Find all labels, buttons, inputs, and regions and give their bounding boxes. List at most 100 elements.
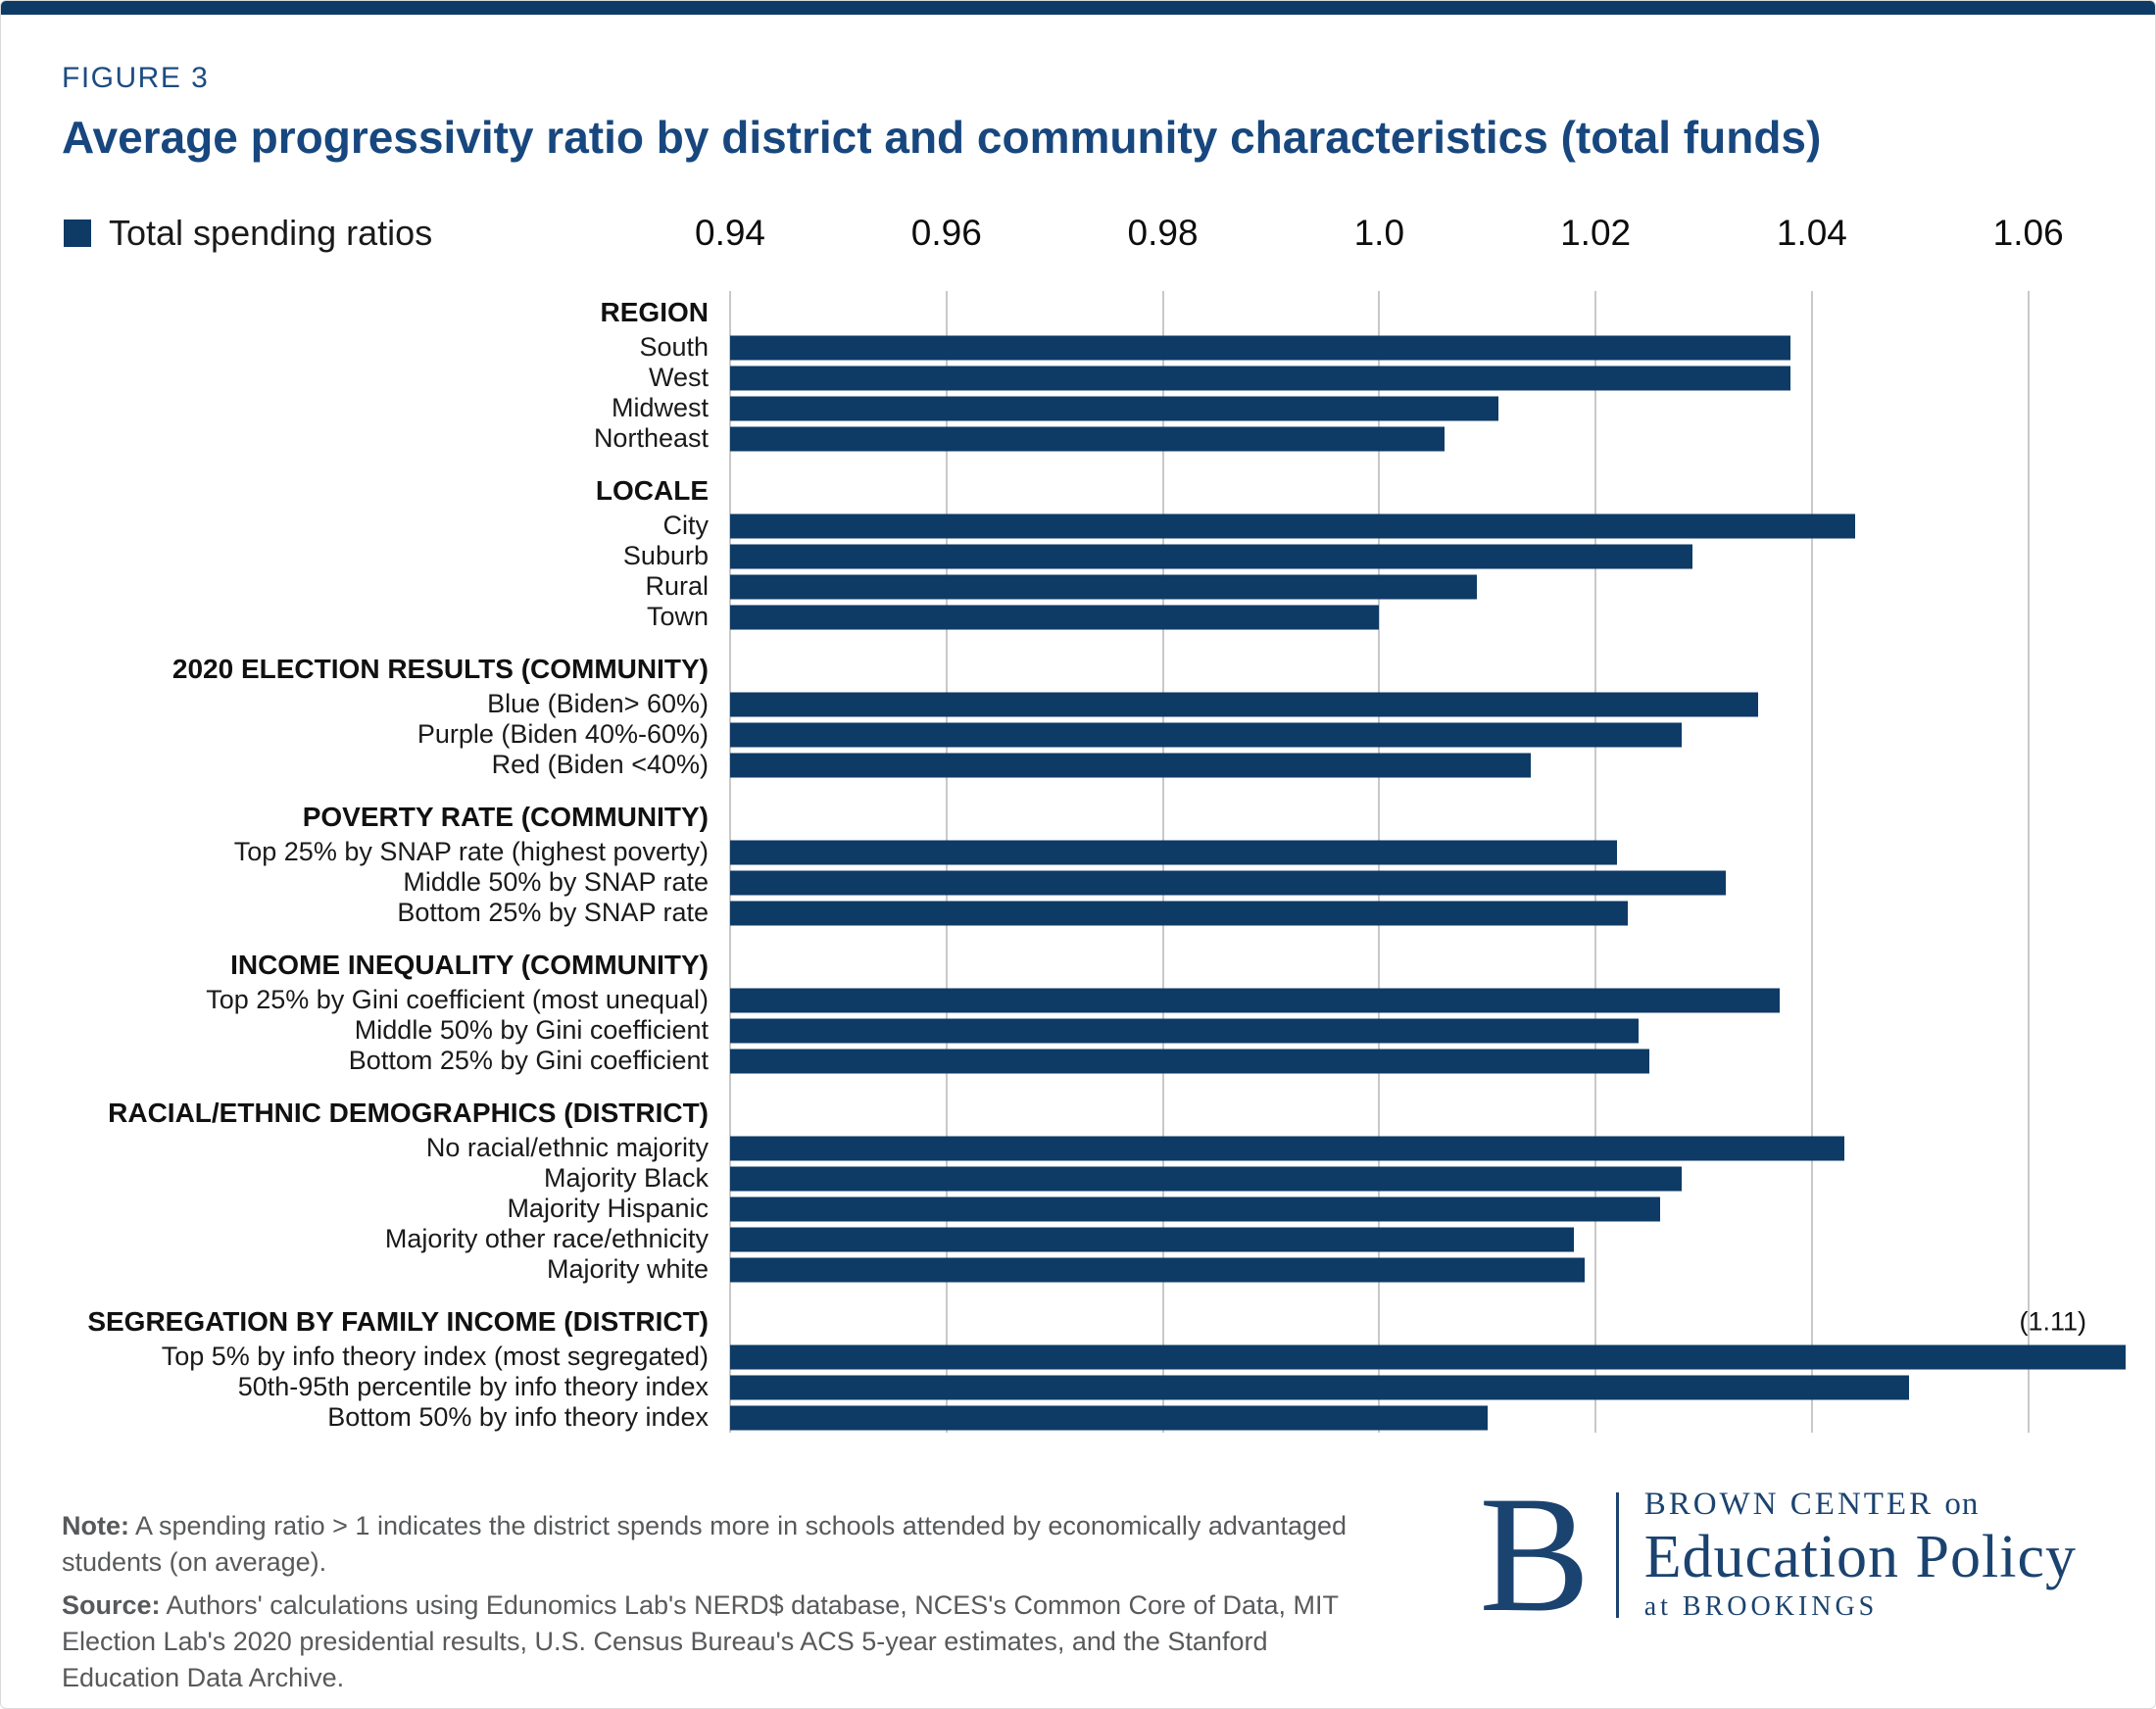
bar-row: Top 5% by info theory index (most segreg… [62, 1342, 2126, 1372]
header-track [730, 946, 2126, 985]
note-text: Note: A spending ratio > 1 indicates the… [62, 1508, 1365, 1582]
bar-label: Northeast [593, 423, 709, 453]
bar-row: Top 25% by SNAP rate (highest poverty) [62, 837, 2126, 867]
bar-track [730, 1402, 2126, 1433]
group-header: REGION [600, 297, 709, 327]
bar-track [730, 332, 2126, 363]
bar-label: Top 25% by Gini coefficient (most unequa… [206, 985, 709, 1014]
bar [730, 753, 1531, 777]
bar-value-annotation: (1.11) [2019, 1306, 2086, 1337]
bar-track [730, 1163, 2126, 1194]
axis-tick-label: 1.06 [1992, 213, 2064, 253]
bar-track [730, 985, 2126, 1015]
bar-row: Majority other race/ethnicity [62, 1224, 2126, 1254]
bar-track [730, 837, 2126, 867]
bar-track [730, 1046, 2126, 1076]
bar [730, 1375, 1910, 1399]
top-accent-bar [1, 1, 2155, 15]
bar-label: No racial/ethnic majority [425, 1133, 709, 1162]
bar [730, 1196, 1661, 1221]
bar-row: Purple (Biden 40%-60%) [62, 719, 2126, 750]
bar-label: City [662, 511, 710, 540]
bar [730, 1166, 1683, 1191]
bar-label: Majority Black [543, 1163, 709, 1193]
logo-line-education-policy: Education Policy [1643, 1524, 2077, 1590]
bar-label: Town [646, 602, 709, 631]
bar-label: Majority Hispanic [507, 1194, 709, 1223]
bar [730, 396, 1498, 420]
gridline [1810, 291, 1813, 1433]
brookings-b-mark: B [1479, 1462, 1591, 1647]
bar-label: 50th-95th percentile by info theory inde… [237, 1372, 709, 1401]
bar-label: Top 5% by info theory index (most segreg… [161, 1342, 709, 1371]
axis-tick-label: 0.98 [1127, 213, 1199, 253]
axis-tick-label: 1.0 [1353, 213, 1405, 253]
axis-tick-label: 0.94 [694, 213, 766, 253]
bar-row: Blue (Biden> 60%) [62, 689, 2126, 719]
group-header: INCOME INEQUALITY (COMMUNITY) [230, 950, 709, 980]
bar-label: Middle 50% by Gini coefficient [354, 1015, 709, 1045]
bar-track [730, 393, 2126, 423]
bar-label: Suburb [622, 541, 709, 570]
bar-track [730, 750, 2126, 780]
bar [730, 1405, 1488, 1430]
bar [730, 901, 1629, 925]
bar [730, 840, 1618, 864]
header-track [730, 1094, 2126, 1133]
bar-row: Suburb [62, 541, 2126, 571]
bar-label: Rural [645, 571, 709, 601]
bar-track [730, 363, 2126, 393]
bar-track [730, 541, 2126, 571]
bar [730, 335, 1790, 360]
bar-track [730, 1372, 2126, 1402]
figure-number-label: FIGURE 3 [62, 62, 210, 94]
source-label: Source: [62, 1589, 161, 1620]
bar-row: Northeast [62, 423, 2126, 454]
bar-track [730, 511, 2126, 541]
header-track [730, 471, 2126, 511]
bar-label: Purple (Biden 40%-60%) [416, 719, 709, 749]
bar [730, 544, 1693, 568]
logo-line-at-brookings: at BROOKINGS [1644, 1591, 2077, 1623]
group-header: 2020 ELECTION RESULTS (COMMUNITY) [172, 654, 709, 684]
logo-line-brown-center: BROWN CENTER on [1644, 1487, 2077, 1523]
bar [730, 513, 1856, 538]
bar-chart: REGION South West Midwest Northeast LOCALE Cit… [62, 291, 2126, 1433]
bar [730, 988, 1780, 1012]
bar-label: Top 25% by SNAP rate (highest poverty) [233, 837, 709, 866]
bar-label: Majority white [546, 1254, 709, 1284]
gridline [2027, 291, 2030, 1433]
group-header: POVERTY RATE (COMMUNITY) [302, 802, 709, 832]
bar-row: No racial/ethnic majority [62, 1133, 2126, 1163]
logo-text: BROWN CENTER on Education Policy at BROO… [1644, 1487, 2077, 1623]
group-header: SEGREGATION BY FAMILY INCOME (DISTRICT) [87, 1306, 709, 1337]
bar [730, 574, 1477, 599]
bar [730, 1018, 1640, 1043]
logo-on: on [1944, 1487, 1980, 1522]
bar-row: Midwest [62, 393, 2126, 423]
bar [730, 605, 1380, 629]
legend-swatch [64, 220, 91, 247]
chart-title: Average progressivity ratio by district … [62, 112, 1822, 163]
logo-brookings-caps: BROOKINGS [1682, 1591, 1879, 1622]
logo-brown-center-caps: BROWN CENTER [1643, 1487, 1935, 1522]
bar-row: Majority white [62, 1254, 2126, 1285]
header-track: (1.11) [730, 1302, 2126, 1342]
bar-track [730, 719, 2126, 750]
source-body: Authors' calculations using Edunomics La… [62, 1589, 1339, 1693]
chart-rows: REGION South West Midwest Northeast LOCALE Cit… [62, 293, 2126, 1433]
brookings-logo: B BROWN CENTER on Education Policy at BR… [1479, 1462, 2077, 1647]
bar-row: Rural [62, 571, 2126, 602]
bar-track [730, 867, 2126, 898]
bar-label: Red (Biden <40%) [491, 750, 709, 779]
bar [730, 426, 1445, 451]
bar-label: Bottom 25% by Gini coefficient [348, 1046, 709, 1075]
bar-row: Bottom 25% by Gini coefficient [62, 1046, 2126, 1076]
bar-track [730, 689, 2126, 719]
bar-track [730, 571, 2126, 602]
header-track [730, 650, 2126, 689]
bar-row: Middle 50% by Gini coefficient [62, 1015, 2126, 1046]
bar-label: West [648, 363, 709, 392]
bar-track [730, 1194, 2126, 1224]
